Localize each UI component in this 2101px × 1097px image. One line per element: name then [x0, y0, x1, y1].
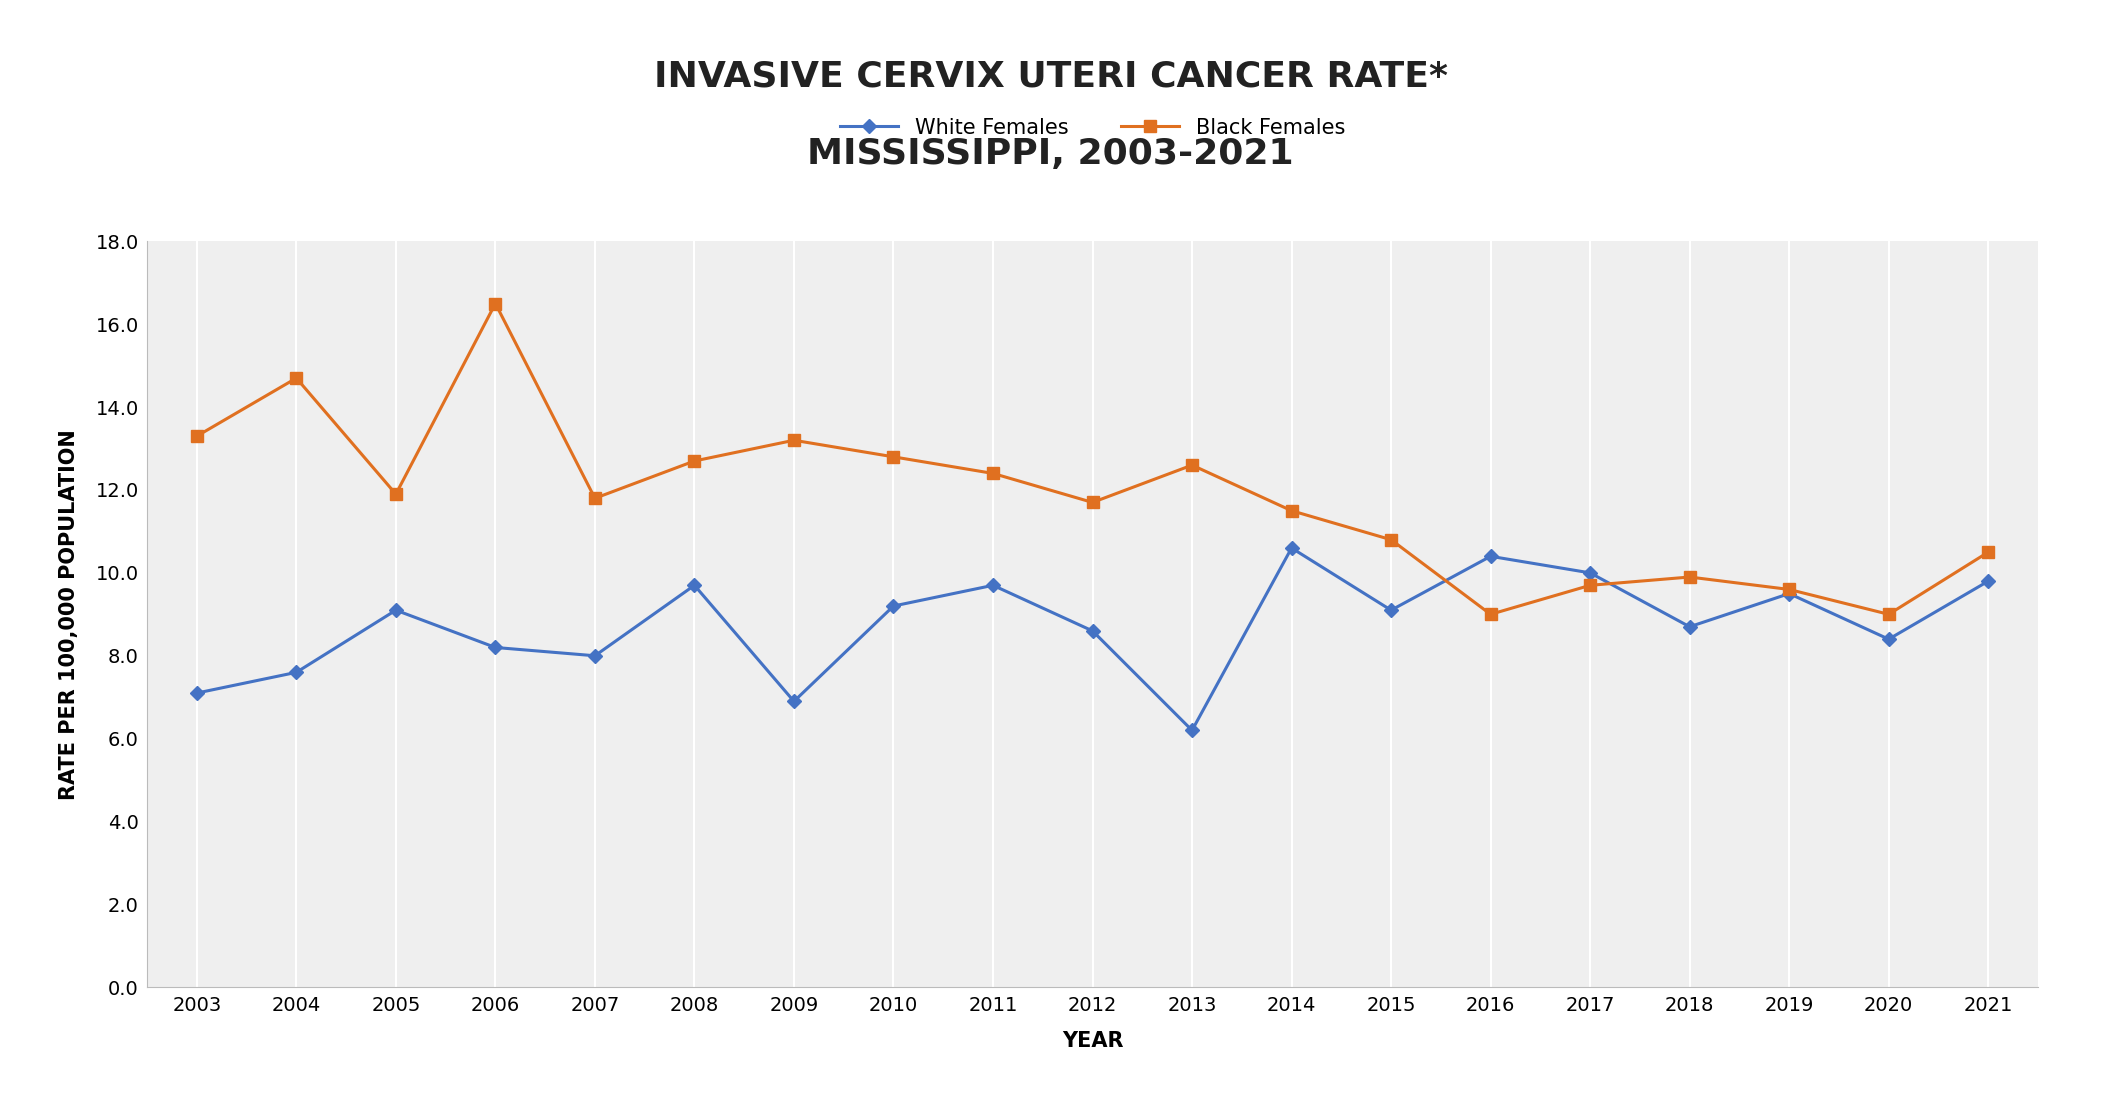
Black Females — [1280, 505, 1305, 518]
White Females — [782, 694, 807, 708]
Black Females — [1080, 496, 1105, 509]
White Females — [1578, 566, 1603, 579]
Black Females — [382, 487, 408, 500]
Black Females — [683, 454, 708, 467]
Black Females — [483, 297, 508, 310]
Black Females — [1876, 608, 1901, 621]
White Females — [284, 666, 309, 679]
White Females — [880, 599, 906, 612]
Black Females — [981, 467, 1006, 480]
Black Females — [1975, 545, 2000, 558]
White Females — [382, 603, 408, 617]
Black Females — [1378, 533, 1403, 546]
X-axis label: YEAR: YEAR — [1061, 1031, 1124, 1051]
Legend: White Females, Black Females: White Females, Black Females — [840, 117, 1345, 138]
White Females — [1280, 542, 1305, 555]
White Females — [185, 687, 210, 700]
White Females — [683, 579, 708, 592]
White Females — [1179, 724, 1204, 737]
Line: Black Females: Black Females — [191, 298, 1994, 620]
Black Females — [284, 372, 309, 385]
Black Females — [1477, 608, 1502, 621]
White Females — [1777, 587, 1803, 600]
White Females — [1677, 620, 1702, 633]
Text: MISSISSIPPI, 2003-2021: MISSISSIPPI, 2003-2021 — [807, 137, 1294, 170]
White Females — [582, 649, 607, 663]
Black Females — [880, 450, 906, 463]
White Females — [483, 641, 508, 654]
Black Females — [582, 491, 607, 505]
White Females — [1080, 624, 1105, 637]
Black Females — [185, 430, 210, 443]
Black Females — [1578, 579, 1603, 592]
Y-axis label: RATE PER 100,000 POPULATION: RATE PER 100,000 POPULATION — [59, 429, 80, 800]
White Females — [1378, 603, 1403, 617]
Black Females — [782, 433, 807, 446]
Black Females — [1777, 583, 1803, 596]
White Females — [1975, 575, 2000, 588]
Black Females — [1179, 459, 1204, 472]
White Females — [1477, 550, 1502, 563]
White Females — [981, 579, 1006, 592]
Line: White Females: White Females — [191, 543, 1994, 735]
White Females — [1876, 633, 1901, 646]
Text: INVASIVE CERVIX UTERI CANCER RATE*: INVASIVE CERVIX UTERI CANCER RATE* — [653, 60, 1448, 93]
Black Females — [1677, 570, 1702, 584]
